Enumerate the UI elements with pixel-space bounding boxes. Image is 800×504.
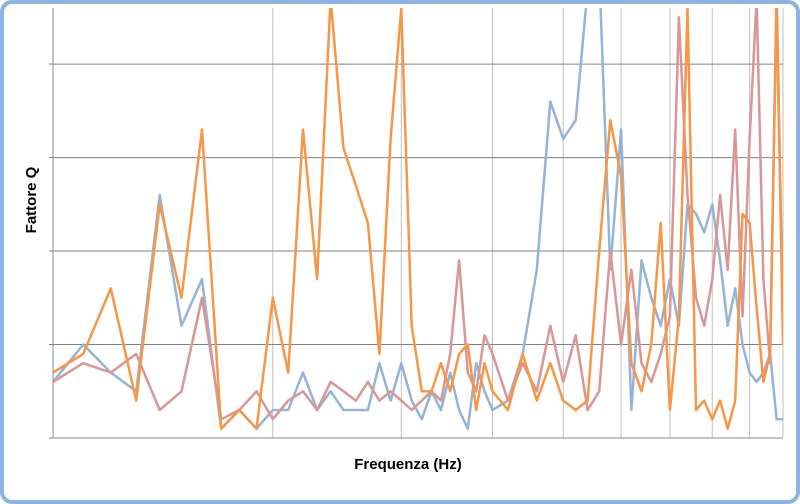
series-line [53, 8, 783, 421]
series-line [53, 8, 783, 430]
x-axis-label: Frequenza (Hz) [354, 456, 462, 473]
series-line [53, 8, 783, 430]
y-axis-label: Fattore Q [23, 166, 40, 233]
